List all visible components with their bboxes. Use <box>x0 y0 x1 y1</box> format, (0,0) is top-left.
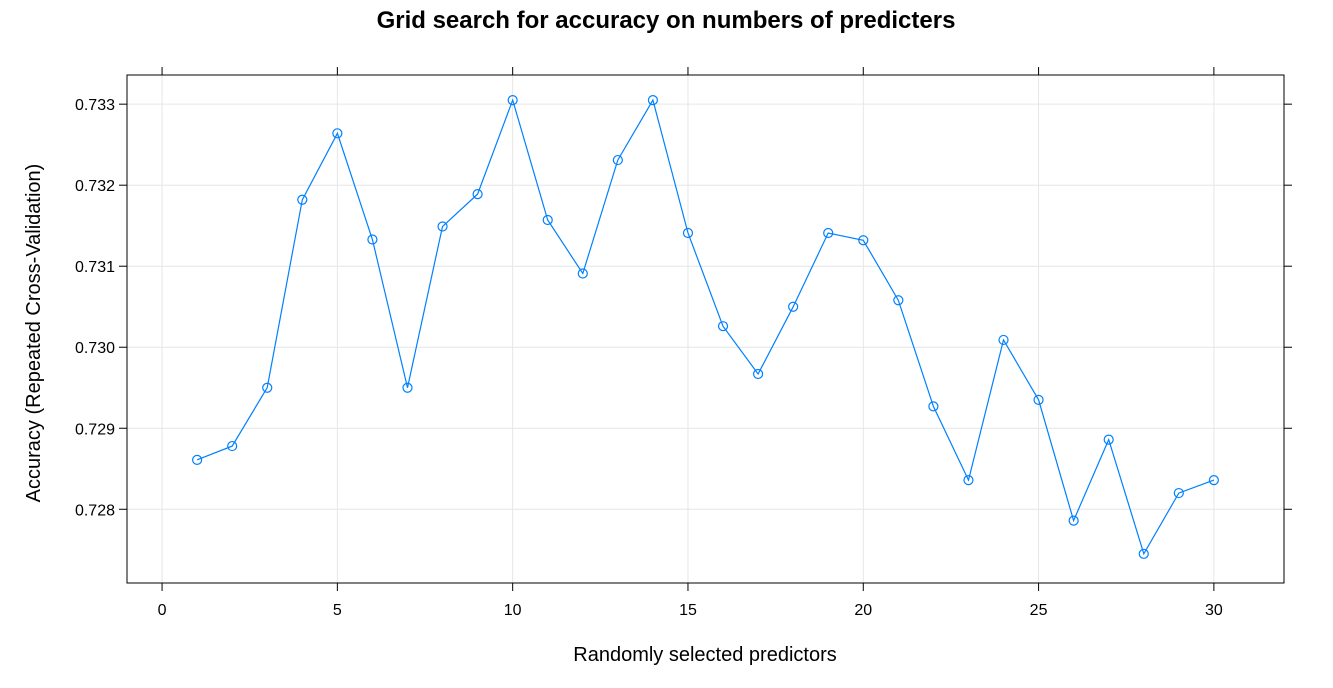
x-tick-label: 25 <box>1030 602 1048 619</box>
data-point <box>507 95 518 106</box>
x-axis-label: Randomly selected predictors <box>573 644 836 666</box>
data-point <box>1068 515 1079 526</box>
data-point <box>1033 394 1044 405</box>
plot-frame <box>126 74 1285 584</box>
y-tick-label: 0.733 <box>75 97 115 114</box>
data-point <box>227 440 238 452</box>
series-line <box>196 98 1215 556</box>
y-tick-label: 0.732 <box>75 178 115 195</box>
data-point <box>682 227 694 239</box>
x-tick-label: 20 <box>854 602 872 619</box>
data-point <box>963 475 974 486</box>
data-point <box>647 95 659 106</box>
y-tick-label: 0.730 <box>75 340 115 357</box>
y-tick-label: 0.729 <box>75 421 115 438</box>
data-point <box>823 227 834 239</box>
data-point <box>262 382 273 393</box>
y-tick-label: 0.731 <box>75 259 115 276</box>
data-point <box>998 334 1009 346</box>
data-point <box>1138 548 1149 559</box>
data-point <box>788 301 799 312</box>
data-point <box>752 368 764 380</box>
data-point <box>542 214 553 226</box>
data-point <box>893 295 904 306</box>
data-point <box>928 401 939 412</box>
data-point <box>332 128 343 139</box>
x-tick-label: 0 <box>158 602 167 619</box>
x-tick-label: 30 <box>1205 602 1223 619</box>
x-tick-label: 15 <box>679 602 697 619</box>
data-point <box>192 454 203 465</box>
data-point <box>858 235 869 246</box>
data-point <box>437 221 448 232</box>
data-point <box>1103 434 1114 445</box>
x-tick-label: 5 <box>333 602 342 619</box>
data-point <box>1173 487 1184 499</box>
y-tick-label: 0.728 <box>75 502 115 519</box>
data-point <box>297 194 308 205</box>
chart-title: Grid search for accuracy on numbers of p… <box>377 7 956 34</box>
data-point <box>577 268 588 279</box>
data-point <box>367 234 378 245</box>
x-tick-label: 10 <box>504 602 522 619</box>
ticks-layer: 0 5 10 15 20 25 30 0.728 0.729 0.730 0.731 0.732 0.7… <box>75 67 1292 619</box>
y-axis-label: Accuracy (Repeated Cross-Validation) <box>23 164 45 503</box>
series-layer <box>192 95 1219 559</box>
data-point <box>717 321 729 332</box>
data-point <box>472 189 483 200</box>
data-point <box>1208 475 1219 486</box>
data-point <box>402 382 413 393</box>
data-point <box>612 154 623 166</box>
grid-layer <box>127 75 1284 583</box>
